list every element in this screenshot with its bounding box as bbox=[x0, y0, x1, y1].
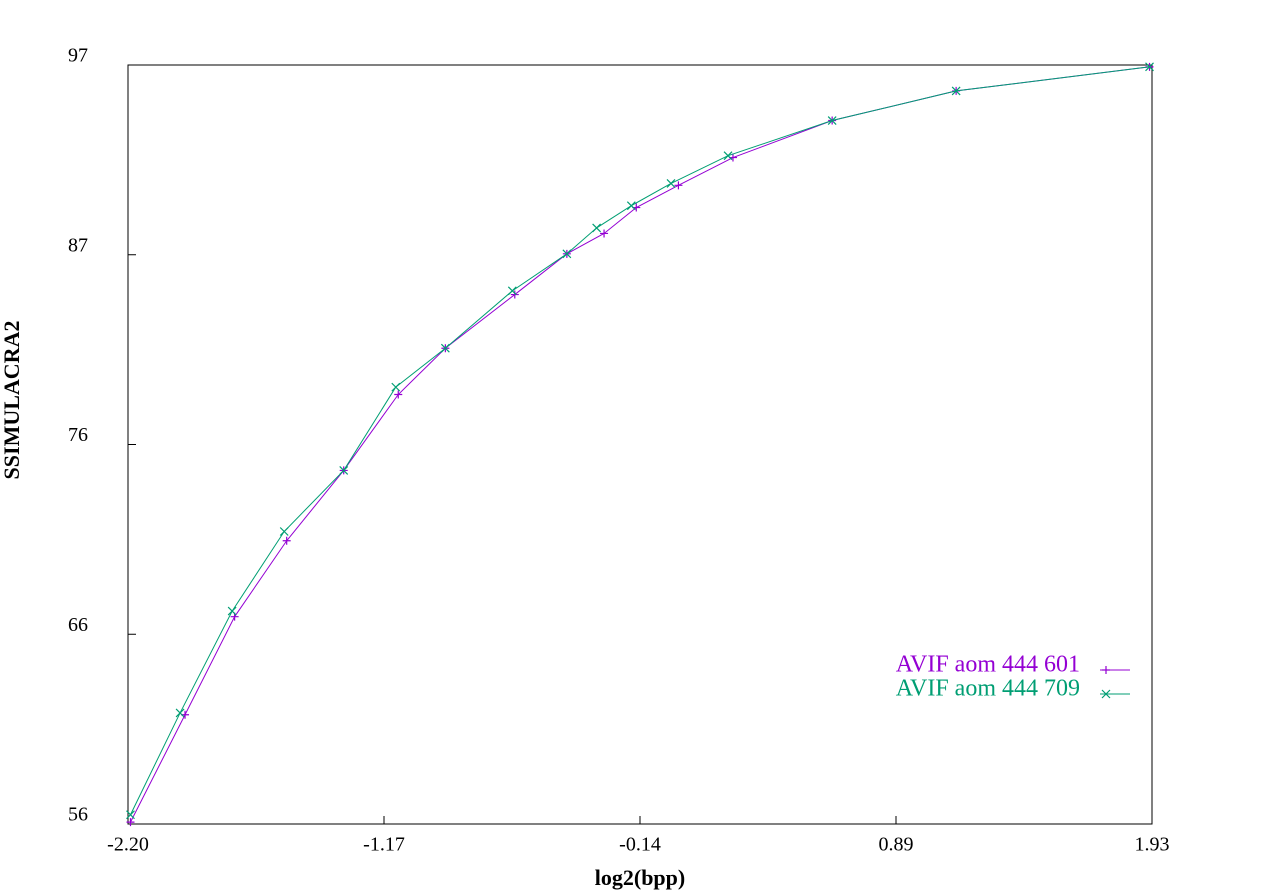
point-marker bbox=[279, 527, 289, 536]
plot-frame bbox=[127, 64, 1153, 825]
point-marker bbox=[391, 382, 401, 392]
point bbox=[126, 810, 135, 820]
legend-label: AVIF aom 444 601 bbox=[896, 652, 1080, 678]
point bbox=[600, 229, 609, 238]
point-marker bbox=[126, 810, 135, 820]
y-tick-label: 76 bbox=[68, 424, 88, 446]
point-marker bbox=[723, 151, 733, 161]
point-marker bbox=[440, 343, 450, 353]
point-marker bbox=[827, 116, 837, 125]
point-marker bbox=[592, 223, 602, 233]
point-marker bbox=[126, 818, 135, 827]
point bbox=[827, 116, 837, 125]
point-marker bbox=[394, 390, 403, 399]
point bbox=[227, 606, 237, 616]
point bbox=[510, 290, 519, 299]
point bbox=[279, 527, 289, 536]
point bbox=[674, 181, 683, 190]
point-marker bbox=[1101, 689, 1111, 699]
y-tick-label: 87 bbox=[68, 234, 88, 256]
point bbox=[562, 249, 572, 259]
point-marker bbox=[674, 181, 683, 190]
point-marker bbox=[282, 536, 291, 545]
point bbox=[394, 390, 403, 399]
point bbox=[507, 286, 517, 296]
y-tick-label: 97 bbox=[68, 45, 88, 67]
point bbox=[723, 151, 733, 161]
x-tick-label: 0.89 bbox=[879, 834, 914, 856]
x-tick-label: -1.17 bbox=[363, 834, 405, 856]
point-marker bbox=[339, 465, 349, 475]
point bbox=[339, 465, 349, 475]
point-marker bbox=[227, 606, 237, 616]
point-marker bbox=[507, 286, 517, 296]
x-tick-label: 1.93 bbox=[1135, 834, 1170, 856]
x-tick-label: -0.14 bbox=[619, 834, 661, 856]
point bbox=[391, 382, 401, 392]
point-marker bbox=[600, 229, 609, 238]
series-line bbox=[130, 66, 1150, 815]
point bbox=[626, 201, 636, 211]
series-line bbox=[130, 66, 1150, 823]
x-axis-label: log2(bpp) bbox=[595, 865, 685, 890]
point bbox=[282, 536, 291, 545]
y-tick-label: 66 bbox=[68, 614, 88, 636]
point-marker bbox=[626, 201, 636, 211]
y-axis-label: SSIMULACRA2 bbox=[0, 321, 24, 480]
point-marker bbox=[510, 290, 519, 299]
point bbox=[1145, 62, 1154, 72]
point bbox=[175, 708, 185, 718]
point-marker bbox=[951, 86, 961, 96]
point-marker bbox=[1102, 666, 1110, 674]
y-tick-label: 56 bbox=[68, 804, 88, 826]
point-marker bbox=[1145, 62, 1154, 72]
legend-label: AVIF aom 444 709 bbox=[896, 676, 1080, 702]
point-marker bbox=[175, 708, 185, 718]
point bbox=[592, 223, 602, 233]
point bbox=[126, 818, 135, 827]
point-marker bbox=[562, 249, 572, 259]
point-marker bbox=[666, 179, 676, 188]
point bbox=[440, 343, 450, 353]
point bbox=[1102, 666, 1110, 674]
point bbox=[666, 179, 676, 188]
x-tick-label: -2.20 bbox=[107, 834, 149, 856]
point bbox=[951, 86, 961, 96]
point bbox=[1101, 689, 1111, 699]
